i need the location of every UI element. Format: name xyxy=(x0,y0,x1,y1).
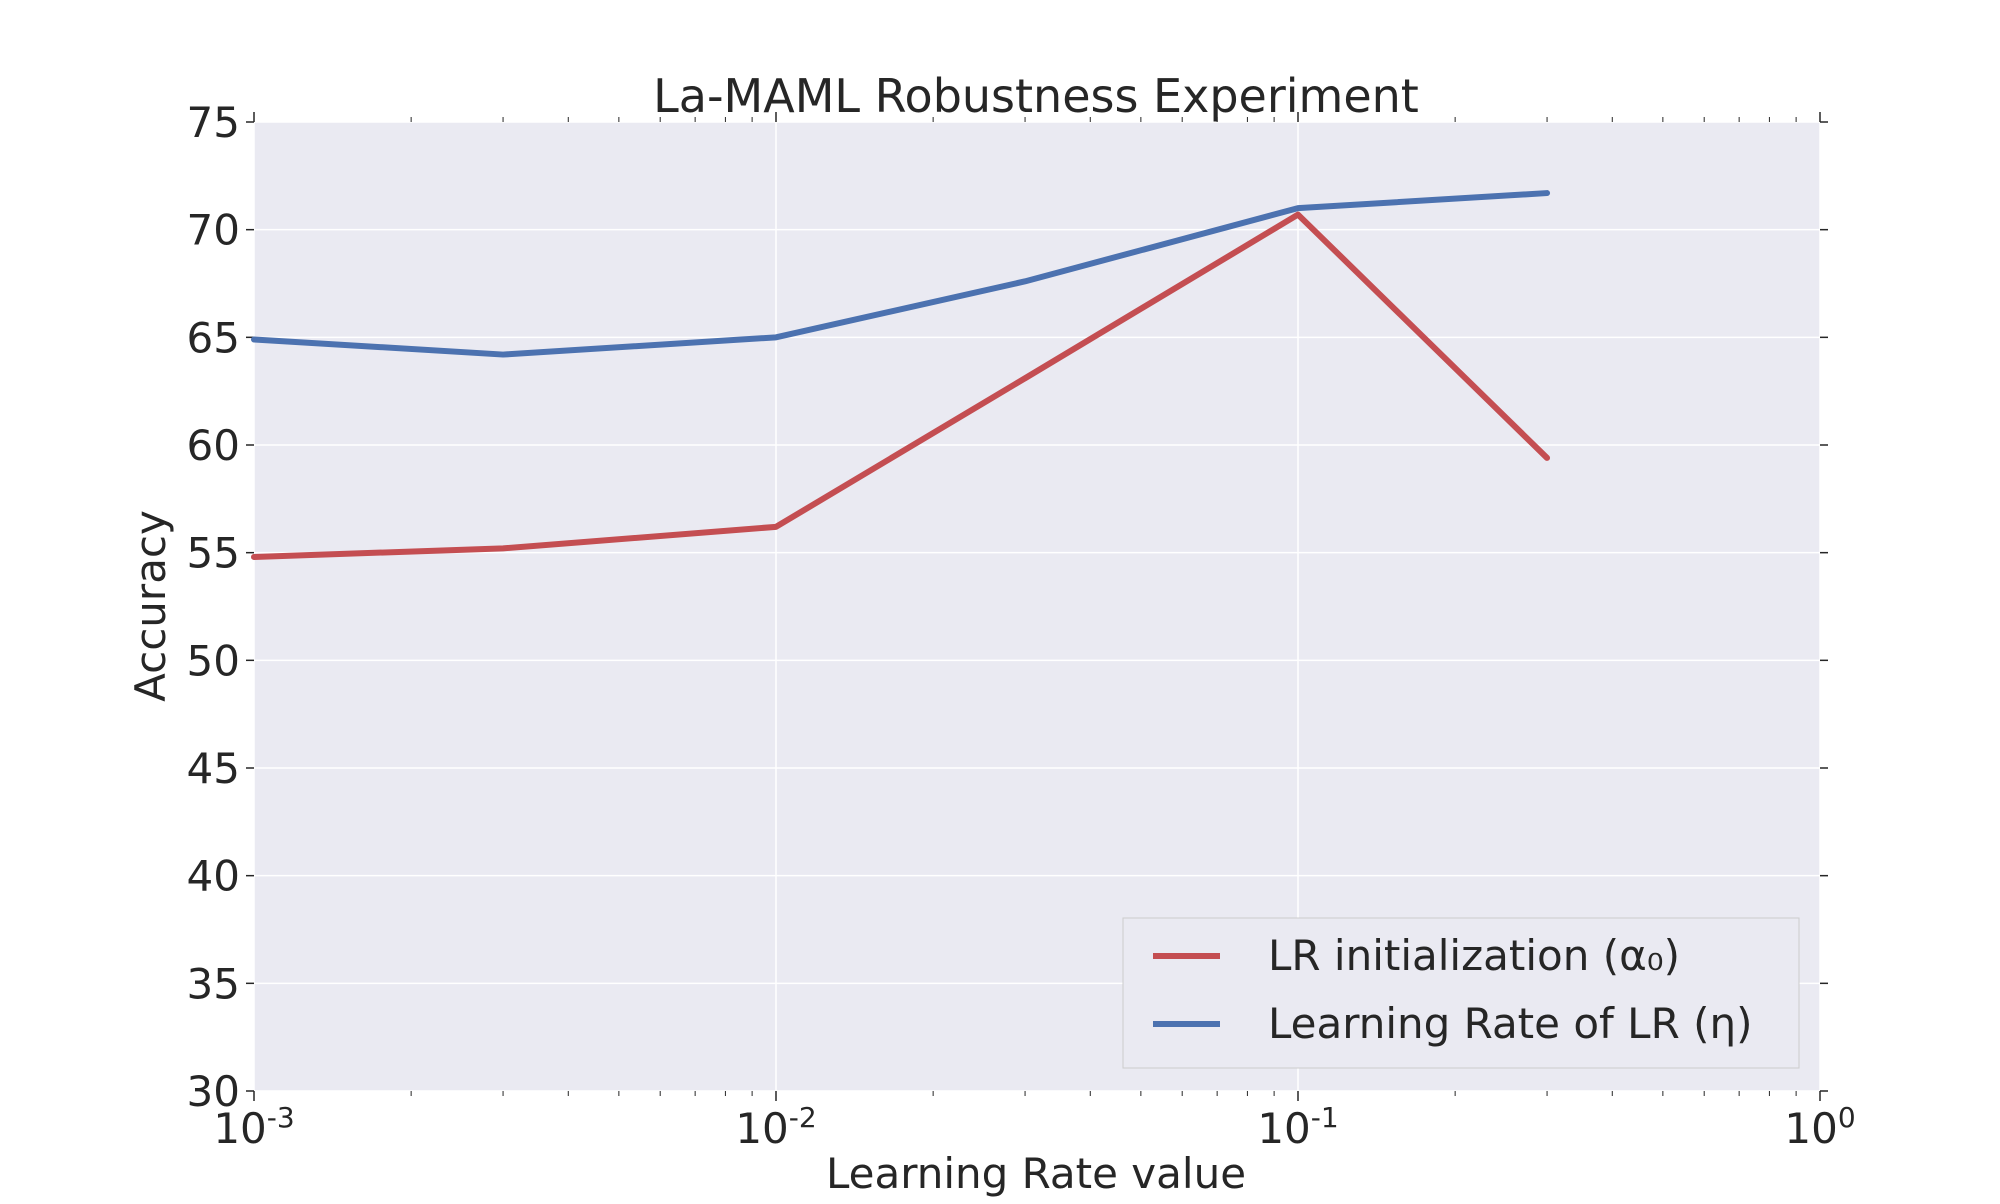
y-tick-label: 70 xyxy=(187,206,240,255)
legend-box xyxy=(1122,917,1800,1069)
y-tick-label: 65 xyxy=(187,313,240,362)
chart-title: La-MAML Robustness Experiment xyxy=(653,69,1419,123)
series-line-0 xyxy=(251,211,1551,560)
y-tick-label: 55 xyxy=(187,529,240,578)
y-tick-label: 35 xyxy=(187,959,240,1008)
y-axis-label: Accuracy xyxy=(126,510,175,702)
y-tick-label: 45 xyxy=(187,744,240,793)
x-tick-label: 10-1 xyxy=(1257,1101,1338,1153)
x-tick-label: 100 xyxy=(1784,1101,1855,1153)
ticks: 30 35 40 45 50 55 60 65 70 75 10-3 10-2 10-1 100 xyxy=(187,98,1856,1153)
x-axis-label: Learning Rate value xyxy=(826,1149,1246,1198)
x-tick-label: 10-3 xyxy=(213,1101,294,1153)
x-tick-label: 10-2 xyxy=(735,1101,816,1153)
series-line-1 xyxy=(251,190,1551,358)
legend: LR initialization (α₀) Learning Rate of … xyxy=(1122,917,1800,1069)
y-tick-label: 30 xyxy=(187,1067,240,1116)
legend-label-lr-of-lr: Learning Rate of LR (η) xyxy=(1268,999,1753,1048)
y-tick-label: 50 xyxy=(187,636,240,685)
y-tick-label: 75 xyxy=(187,98,240,147)
grid xyxy=(253,121,1821,1092)
y-tick-label: 60 xyxy=(187,421,240,470)
legend-label-lr-init: LR initialization (α₀) xyxy=(1268,931,1680,980)
y-tick-label: 40 xyxy=(187,852,240,901)
series-lines xyxy=(251,190,1551,560)
